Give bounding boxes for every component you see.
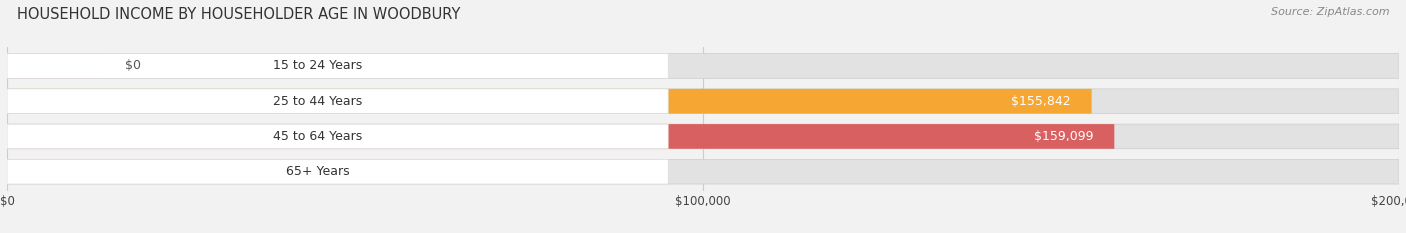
Text: $159,099: $159,099 (1033, 130, 1094, 143)
Text: 15 to 24 Years: 15 to 24 Years (273, 59, 363, 72)
FancyBboxPatch shape (7, 54, 1399, 78)
Text: $93,382: $93,382 (585, 165, 636, 178)
FancyBboxPatch shape (7, 159, 657, 184)
FancyBboxPatch shape (7, 159, 668, 184)
FancyBboxPatch shape (7, 89, 1091, 113)
FancyBboxPatch shape (7, 89, 668, 113)
FancyBboxPatch shape (7, 54, 104, 78)
Text: $155,842: $155,842 (1011, 95, 1071, 108)
FancyBboxPatch shape (7, 89, 1399, 113)
Text: 45 to 64 Years: 45 to 64 Years (273, 130, 363, 143)
FancyBboxPatch shape (7, 124, 1115, 149)
FancyBboxPatch shape (7, 54, 668, 78)
Text: $0: $0 (125, 59, 142, 72)
FancyBboxPatch shape (7, 124, 668, 149)
FancyBboxPatch shape (7, 159, 1399, 184)
FancyBboxPatch shape (7, 124, 1399, 149)
Text: HOUSEHOLD INCOME BY HOUSEHOLDER AGE IN WOODBURY: HOUSEHOLD INCOME BY HOUSEHOLDER AGE IN W… (17, 7, 460, 22)
Text: 25 to 44 Years: 25 to 44 Years (273, 95, 363, 108)
Text: 65+ Years: 65+ Years (285, 165, 350, 178)
Text: Source: ZipAtlas.com: Source: ZipAtlas.com (1271, 7, 1389, 17)
